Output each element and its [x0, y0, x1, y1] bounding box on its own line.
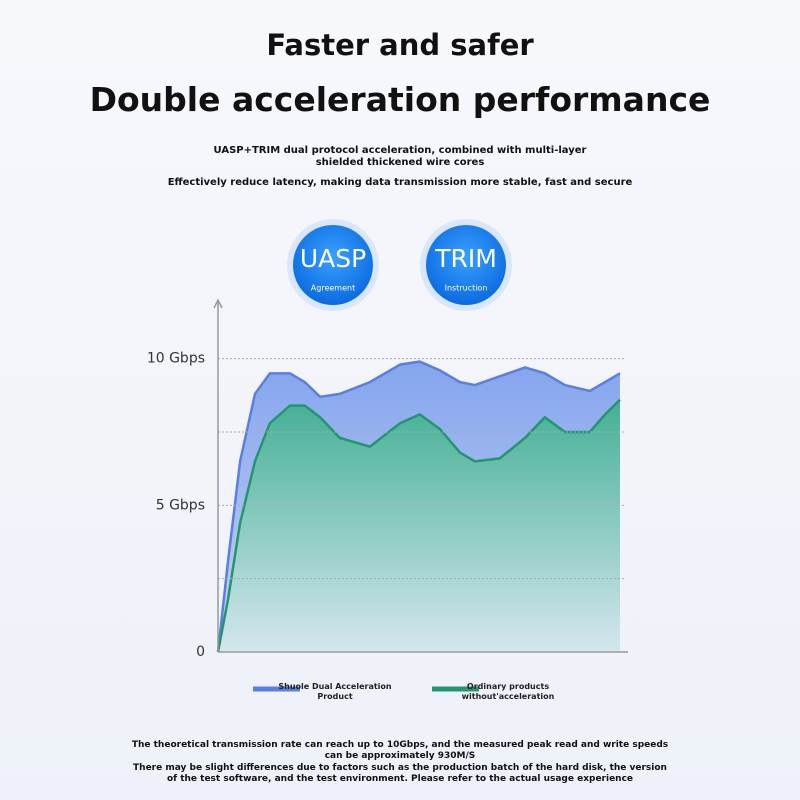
- badge-caption: Instruction: [445, 284, 488, 293]
- badge-label: UASP: [300, 244, 366, 273]
- headline: Double acceleration performance: [89, 80, 711, 119]
- line: [216, 360, 621, 653]
- subdescription: Effectively reduce latency, making data …: [167, 177, 633, 188]
- legend-label: Ordinary products without'acceleration: [461, 682, 555, 701]
- badge-label: TRIM: [434, 244, 497, 273]
- y-tick-label: 0: [196, 644, 205, 660]
- line: [216, 398, 621, 653]
- badge: [293, 225, 373, 305]
- footnote: There may be slight differences due to f…: [133, 763, 667, 784]
- y-tick-label: 10 Gbps: [147, 351, 205, 367]
- area: [218, 399, 620, 652]
- title: Faster and safer: [266, 28, 534, 62]
- legend-label: Shuole Dual Acceleration Product: [278, 682, 392, 701]
- y-axis-arrow: [213, 298, 223, 309]
- badge: [426, 225, 506, 305]
- description: UASP+TRIM dual protocol acceleration, co…: [213, 145, 587, 168]
- badge-caption: Agreement: [311, 284, 355, 293]
- y-tick-label: 5 Gbps: [156, 497, 205, 513]
- footnote: The theoretical transmission rate can re…: [131, 740, 669, 761]
